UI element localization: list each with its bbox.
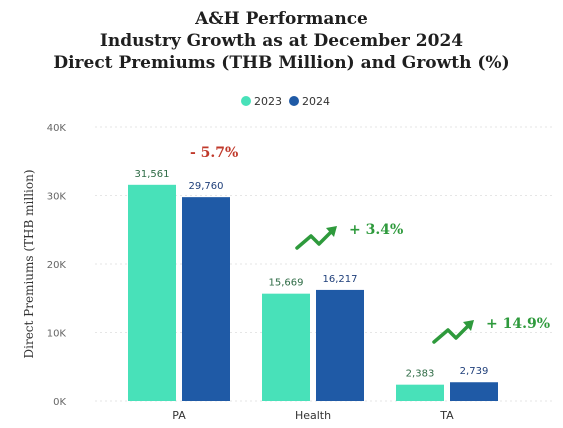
y-tick-label: 30K: [47, 192, 67, 203]
data-label: 2,383: [406, 369, 435, 380]
chart-title-line-1: A&H Performance: [195, 9, 368, 29]
x-tick-label: PA: [172, 409, 186, 422]
data-label: 15,669: [269, 278, 304, 289]
legend-marker: [289, 96, 299, 106]
chart-title-line-2: Industry Growth as at December 2024: [99, 31, 464, 51]
growth-arrow-icon: [295, 228, 335, 250]
growth-label: + 14.9%: [486, 316, 550, 332]
y-tick-label: 10K: [47, 329, 67, 340]
data-label: 16,217: [323, 274, 358, 285]
x-tick-label: Health: [295, 409, 331, 422]
bar-2024-PA: [182, 197, 230, 401]
legend-label: 2024: [302, 95, 330, 108]
bar-2024-Health: [316, 289, 364, 401]
y-tick-label: 0K: [53, 397, 66, 408]
chart-title-line-3: Direct Premiums (THB Million) and Growth…: [53, 53, 510, 73]
growth-label: - 5.7%: [190, 145, 238, 161]
growth-arrow-head-icon: [463, 320, 474, 331]
growth-label: + 3.4%: [349, 222, 403, 238]
bar-2023-Health: [262, 293, 310, 401]
y-tick-label: 20K: [47, 260, 67, 271]
y-axis-title: Direct Premiums (THB million): [22, 169, 36, 358]
legend-label: 2023: [254, 95, 282, 108]
data-label: 31,561: [135, 169, 170, 180]
data-label: 2,739: [460, 366, 489, 377]
growth-arrow-icon: [432, 322, 472, 344]
bar-2024-TA: [450, 382, 498, 401]
data-label: 29,760: [189, 181, 224, 192]
x-tick-label: TA: [439, 409, 454, 422]
legend-marker: [241, 96, 251, 106]
growth-arrow-head-icon: [326, 226, 337, 237]
y-tick-label: 40K: [47, 123, 67, 134]
bar-2023-TA: [396, 384, 444, 401]
bar-2023-PA: [128, 184, 176, 401]
